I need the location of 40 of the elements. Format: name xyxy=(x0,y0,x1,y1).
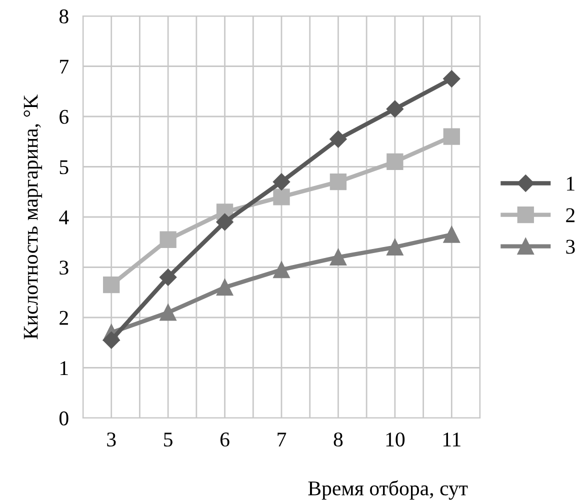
x-tick-label: 10 xyxy=(386,432,405,447)
legend-label: 1 xyxy=(567,176,574,191)
point xyxy=(330,173,347,190)
point xyxy=(160,231,176,248)
point xyxy=(103,276,120,294)
point xyxy=(386,238,404,256)
x-axis-title: Время отбора, сут xyxy=(308,480,468,500)
point xyxy=(272,173,290,190)
point xyxy=(330,248,347,266)
y-tick-label: 7 xyxy=(60,60,69,74)
y-tick-label: 5 xyxy=(60,160,68,174)
legend-label: 2 xyxy=(566,208,574,222)
y-tick-label: 8 xyxy=(59,9,68,24)
point xyxy=(273,261,290,278)
x-tick-label: 6 xyxy=(220,432,230,447)
point xyxy=(160,268,177,286)
point xyxy=(216,213,234,231)
y-tick-label: 1 xyxy=(60,361,68,375)
point xyxy=(443,70,460,88)
point xyxy=(273,188,290,206)
point xyxy=(102,332,120,349)
y-tick-label: 6 xyxy=(60,110,68,124)
legend-label: 3 xyxy=(566,240,575,254)
point xyxy=(443,128,460,145)
point xyxy=(160,304,176,321)
x-tick-label: 8 xyxy=(334,432,343,447)
point xyxy=(330,130,347,148)
x-tick-label: 11 xyxy=(443,432,460,446)
x-tick-label: 5 xyxy=(164,432,172,447)
y-tick-label: 2 xyxy=(60,310,68,325)
x-tick-label: 3 xyxy=(107,432,116,447)
y-tick-label: 3 xyxy=(60,260,68,275)
point xyxy=(443,226,460,243)
point xyxy=(386,100,404,118)
x-tick-label: 7 xyxy=(278,432,286,446)
y-tick-label: 4 xyxy=(59,210,69,224)
y-axis-title: Кислотность маргарина, °K xyxy=(24,94,42,340)
point xyxy=(216,279,234,296)
y-tick-label: 0 xyxy=(59,411,68,426)
point xyxy=(386,153,404,170)
